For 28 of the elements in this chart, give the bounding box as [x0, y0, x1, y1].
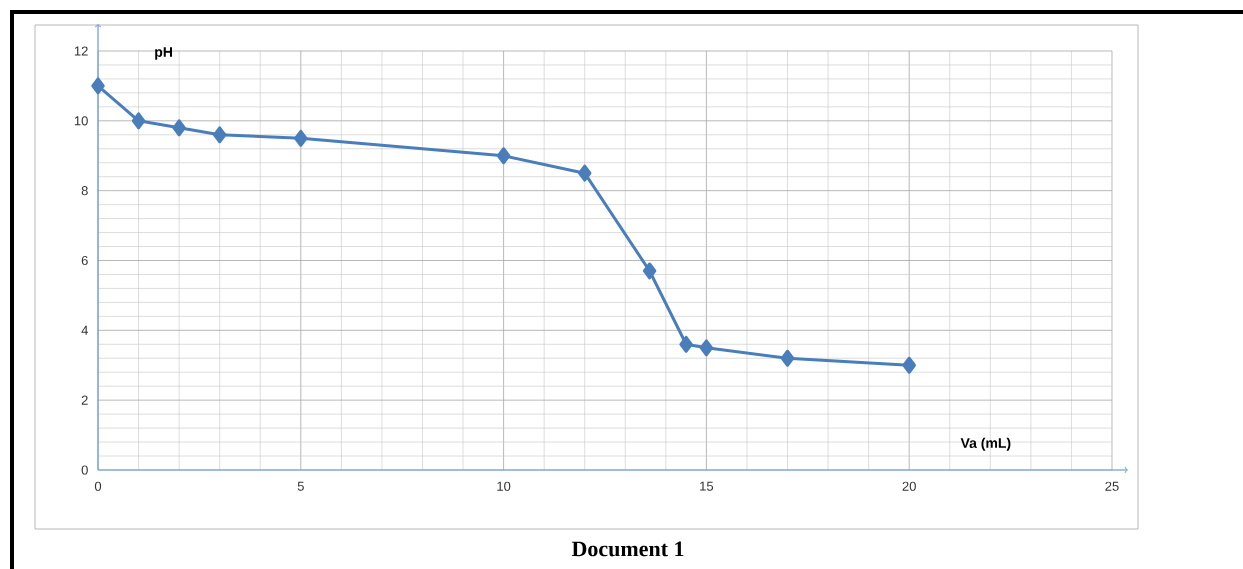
x-tick-label: 10	[497, 481, 511, 491]
point	[577, 164, 592, 182]
point	[496, 147, 511, 165]
y-tick-label: 0	[81, 465, 88, 475]
x-tick-label: 25	[1105, 481, 1119, 491]
y-tick-label: 4	[81, 325, 88, 335]
x-tick-label: 20	[902, 481, 916, 491]
y-tick-label: 2	[81, 395, 88, 405]
x-tick-label: 15	[700, 481, 714, 491]
y-axis-title: pH	[155, 47, 172, 60]
y-tick-label: 8	[81, 186, 88, 196]
y-tick-label: 12	[74, 46, 88, 56]
point	[699, 339, 714, 357]
point	[91, 77, 105, 95]
x-tick-label: 5	[297, 481, 304, 491]
point	[131, 112, 146, 130]
point	[212, 126, 227, 144]
x-tick-label: 0	[94, 481, 102, 491]
point	[172, 119, 186, 137]
point	[780, 349, 795, 367]
y-tick-label: 6	[81, 255, 88, 266]
point	[679, 335, 693, 353]
point	[902, 356, 916, 374]
point	[294, 129, 308, 147]
text: Document 1	[571, 541, 684, 557]
x-axis-title: Va (mL)	[960, 437, 1011, 451]
point	[642, 262, 657, 280]
y-tick-label: 10	[74, 116, 88, 126]
